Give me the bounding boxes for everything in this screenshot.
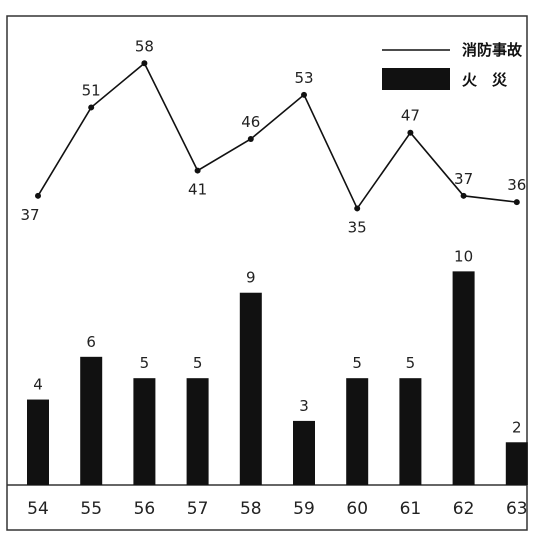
x-tick-57: 57 — [187, 499, 209, 519]
bar-label-63: 2 — [512, 418, 522, 436]
line-label-56: 58 — [135, 37, 154, 55]
bar-57 — [186, 378, 209, 485]
line-point-57 — [194, 167, 201, 174]
line-point-55 — [88, 104, 95, 111]
x-tick-58: 58 — [240, 499, 262, 519]
line-label-58: 46 — [241, 113, 260, 131]
line-series — [35, 60, 520, 212]
bar-label-54: 4 — [33, 376, 43, 394]
bar-label-60: 5 — [352, 354, 362, 372]
line-point-61 — [407, 129, 414, 136]
bar-label-57: 5 — [193, 354, 203, 372]
bar-55 — [80, 356, 103, 485]
bar-59 — [293, 420, 315, 485]
line-value-labels: 37 51 58 41 46 53 35 47 37 36 — [20, 37, 526, 236]
line-point-58 — [247, 136, 254, 142]
line-point-62 — [460, 192, 467, 199]
bar-series — [27, 271, 528, 485]
line-label-54: 37 — [20, 206, 39, 224]
bar-label-58: 9 — [246, 269, 256, 287]
legend-bar-swatch — [382, 68, 450, 90]
bar-61 — [399, 378, 422, 485]
bar-label-59: 3 — [299, 397, 309, 415]
line-label-59: 53 — [294, 69, 313, 87]
x-tick-62: 62 — [453, 499, 475, 519]
x-tick-63: 63 — [506, 499, 528, 519]
line-point-63 — [513, 199, 520, 206]
x-tick-56: 56 — [134, 499, 156, 519]
bar-58 — [239, 292, 262, 485]
x-tick-labels: 54 55 56 57 58 59 60 61 62 63 — [27, 499, 527, 519]
line-label-55: 51 — [82, 81, 101, 99]
bar-63 — [505, 442, 528, 485]
line-path — [37, 61, 517, 211]
bar-54 — [27, 399, 49, 485]
bar-label-56: 5 — [140, 354, 150, 372]
legend-label-line: 消防事故 — [462, 41, 523, 59]
bar-label-55: 6 — [86, 333, 96, 351]
x-tick-55: 55 — [80, 499, 102, 519]
chart-frame — [6, 15, 528, 531]
bar-value-labels: 4 6 5 5 9 3 5 5 10 2 — [33, 247, 521, 436]
x-tick-54: 54 — [27, 499, 49, 519]
line-label-63: 36 — [507, 176, 526, 194]
x-tick-59: 59 — [293, 499, 315, 519]
line-point-60 — [354, 205, 361, 212]
bar-60 — [346, 378, 369, 485]
bar-label-61: 5 — [406, 354, 416, 372]
line-label-61: 47 — [401, 107, 420, 125]
line-point-54 — [35, 192, 41, 199]
bar-label-62: 10 — [454, 247, 473, 265]
line-label-60: 35 — [348, 218, 367, 236]
legend: 消防事故 火 災 — [382, 41, 523, 90]
x-tick-61: 61 — [400, 499, 422, 519]
line-point-59 — [301, 91, 307, 98]
bar-62 — [452, 271, 475, 485]
legend-label-bar: 火 災 — [462, 71, 508, 89]
line-label-62: 37 — [454, 170, 473, 188]
line-point-56 — [141, 60, 148, 67]
x-tick-60: 60 — [346, 499, 368, 519]
bar-56 — [133, 378, 156, 485]
line-label-57: 41 — [188, 181, 207, 199]
